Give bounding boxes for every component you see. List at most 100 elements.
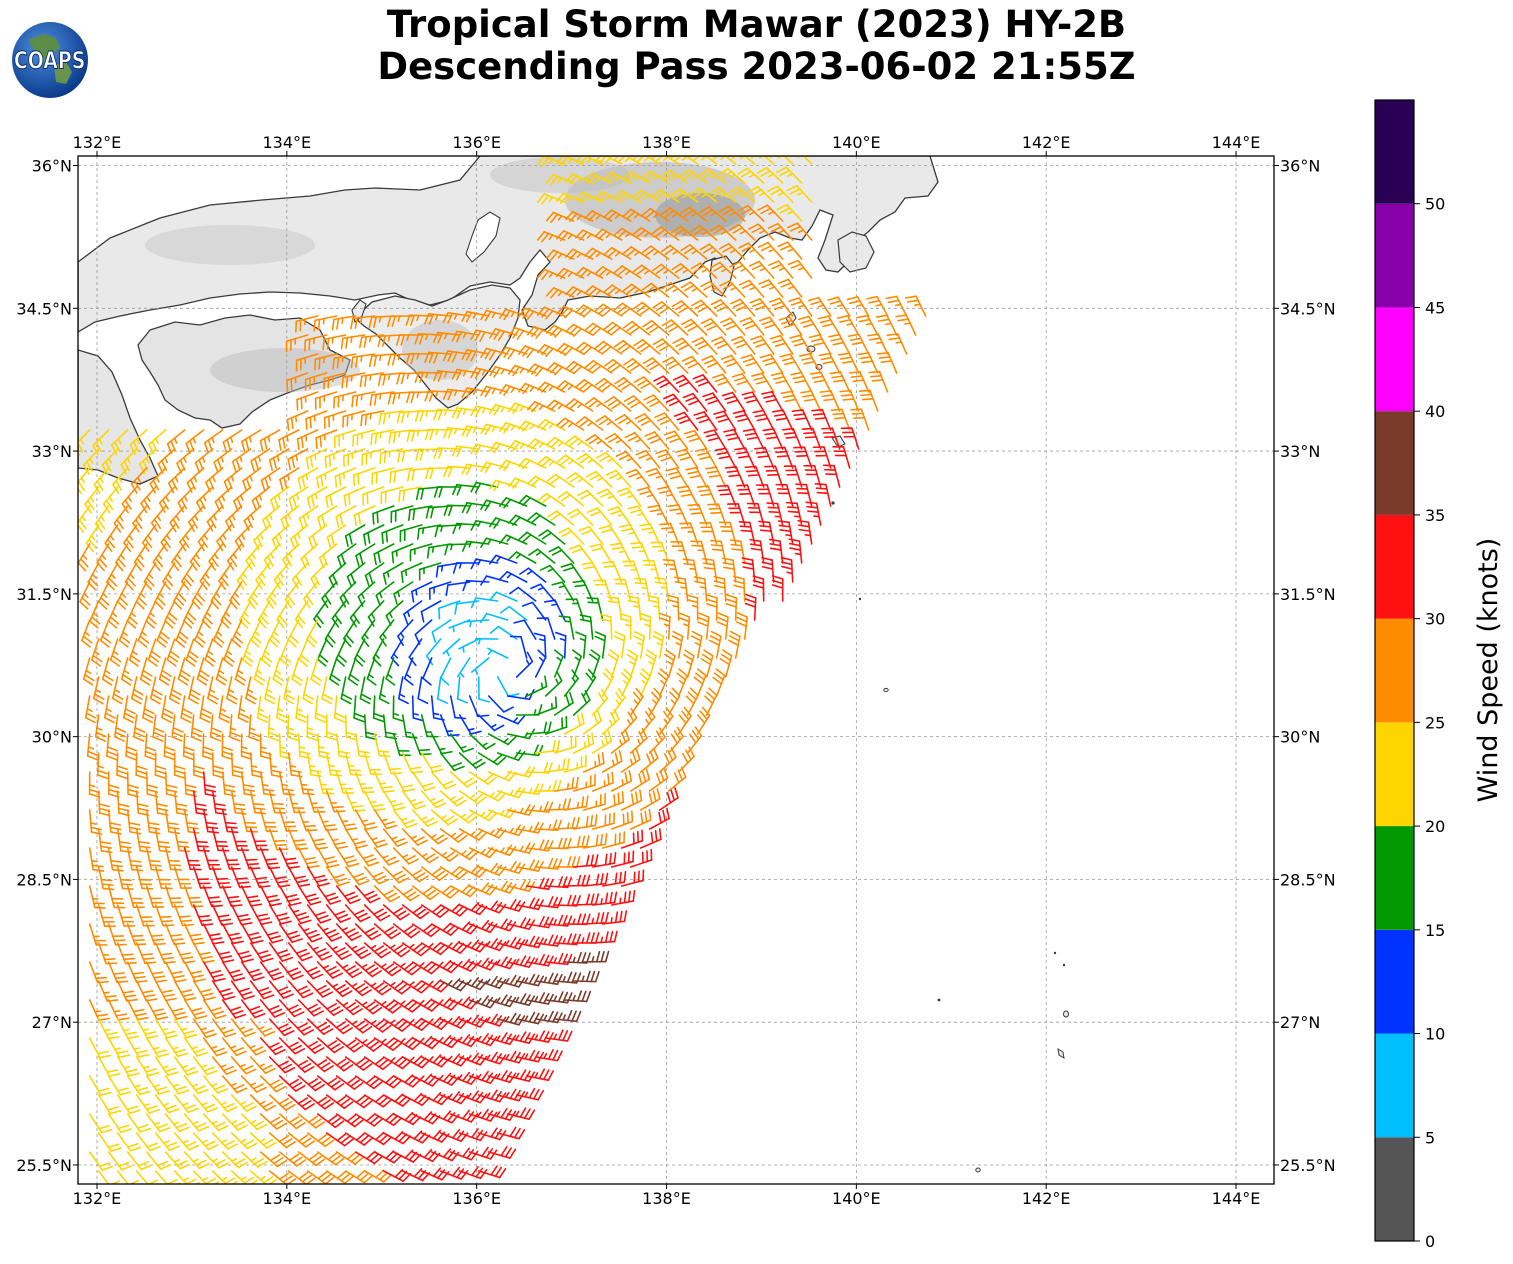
wind-barb [226,676,238,705]
wind-barb [349,600,366,628]
wind-barb [828,333,851,355]
wind-barb [582,710,603,735]
wind-barb [354,961,382,978]
wind-barb [707,503,727,526]
wind-barb [259,1075,287,1093]
wind-barb [468,995,498,1009]
wind-barb [575,379,604,393]
wind-barb [515,897,544,911]
wind-barb [551,581,575,602]
wind-barb [361,448,385,466]
wind-barb [741,557,756,583]
wind-barb [211,1018,237,1038]
wind-barb [287,866,311,888]
wind-barb [713,410,737,431]
wind-barb [221,1151,249,1169]
wind-barb [297,847,320,869]
wind-barb [740,354,765,374]
wind-barb [324,448,347,469]
wind-barb [183,1113,210,1132]
wind-barb [598,524,623,545]
wind-barb [605,469,632,488]
wind-barb [335,505,357,528]
wind-barb [498,534,528,545]
wind-barb [641,245,670,260]
wind-barb [190,714,203,742]
wind-barb [630,541,651,564]
wind-barb [691,299,718,317]
wind-barb [565,435,594,450]
wind-barb [553,1009,582,1023]
wind-barb [601,750,623,773]
wind-barb [594,631,607,659]
wind-barb [382,904,410,921]
wind-barb [308,524,328,549]
wind-barb [451,368,480,381]
wind-barb [720,317,746,336]
wind-barb [401,790,427,810]
wind-barb [827,296,851,317]
wind-barb [641,207,670,222]
wind-barb [525,915,554,929]
wind-barb [797,519,813,545]
wind-barb [665,467,689,488]
wind-barb [563,754,587,773]
wind-barb [701,355,727,374]
wind-barb [548,546,575,564]
wind-barb [372,505,395,525]
island-11 [1063,1010,1069,1018]
wind-barb [382,752,403,775]
wind-barb [534,972,563,986]
wind-barb [88,999,110,1021]
wind-barb [97,1018,120,1040]
wind-barb [622,208,651,222]
wind-barb [417,676,429,705]
wind-barb [609,542,632,564]
terrain-shade-5 [145,225,315,265]
wind-barb [344,790,366,813]
wind-barb [858,389,879,412]
wind-barb [249,1018,276,1037]
wind-barb [613,578,632,602]
wind-barb [461,502,490,514]
wind-barb [595,451,623,469]
wind-barb [710,261,737,279]
wind-barb [185,638,199,667]
wind-barb [259,961,285,981]
wind-barb [663,430,689,450]
wind-barb [657,668,670,697]
wind-barb [92,429,110,456]
wind-barb [449,1071,479,1085]
wind-barb [584,359,613,374]
gridlines [78,156,1274,1184]
wind-barb [145,999,169,1021]
wind-barb [525,1068,554,1081]
wind-barb [130,676,144,705]
wind-barb [477,938,507,952]
wind-barb [363,1094,392,1108]
wind-barb [278,999,305,1018]
wind-barb [287,619,300,648]
wind-barb [702,392,727,412]
wind-barb [325,980,353,998]
wind-barb [382,866,410,884]
wind-barb [359,334,385,349]
wind-barb [335,1037,364,1053]
wind-barb [585,470,613,488]
wind-barb [173,752,186,779]
wind-barb [449,1147,479,1161]
wind-barb [449,1109,479,1123]
wind-barb [601,910,628,925]
wind-barb [116,942,137,965]
wind-barb [325,942,352,960]
wind-barb [470,558,499,570]
wind-barb [687,503,708,526]
wind-barb [610,850,635,868]
wind-barb [297,923,323,943]
wind-barb [249,790,267,815]
wind-barb [430,847,459,862]
wind-barb [480,347,509,361]
wind-barb [335,1075,364,1090]
wind-barb [160,524,176,552]
wind-barb [582,833,608,849]
